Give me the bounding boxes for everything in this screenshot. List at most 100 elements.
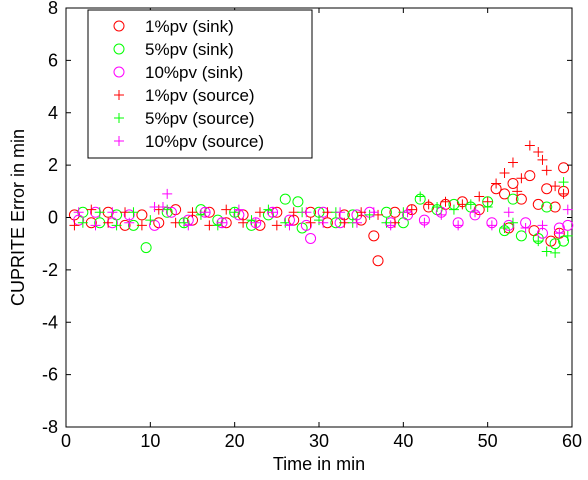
y-axis-label: CUPRITE Error in min bbox=[8, 129, 28, 306]
data-point bbox=[406, 204, 417, 215]
legend-item: 5%pv (sink) bbox=[113, 40, 234, 59]
data-point bbox=[238, 217, 249, 228]
legend-item: 10%pv (source) bbox=[114, 132, 264, 151]
data-point bbox=[279, 193, 291, 205]
data-point bbox=[507, 217, 518, 228]
data-point bbox=[537, 220, 548, 231]
data-point bbox=[499, 188, 511, 200]
data-point bbox=[292, 196, 304, 208]
data-point bbox=[233, 204, 244, 215]
series-5 bbox=[77, 177, 573, 258]
x-tick-label: 40 bbox=[393, 431, 413, 451]
x-axis-label: Time in min bbox=[273, 454, 365, 474]
data-point bbox=[491, 178, 502, 189]
data-point bbox=[541, 246, 552, 257]
data-point bbox=[507, 193, 519, 205]
legend-label: 1%pv (source) bbox=[145, 86, 255, 105]
data-point bbox=[145, 215, 156, 226]
axis-ticks: 0 10 20 30 40 50 60 -8 -6 -4 -2 0 2 4 6 8 bbox=[42, 0, 582, 451]
data-point bbox=[221, 204, 232, 215]
data-point bbox=[419, 217, 430, 228]
y-tick-label: 8 bbox=[48, 0, 58, 18]
data-point bbox=[157, 202, 168, 213]
y-tick-label: -4 bbox=[42, 312, 58, 332]
legend-label: 5%pv (source) bbox=[145, 109, 255, 128]
data-point bbox=[165, 206, 177, 218]
data-point bbox=[300, 219, 312, 231]
data-point bbox=[356, 207, 367, 218]
legend-marker bbox=[113, 66, 125, 78]
data-point bbox=[153, 204, 164, 215]
data-point bbox=[562, 230, 573, 241]
data-point bbox=[550, 181, 561, 192]
data-point bbox=[73, 207, 84, 218]
data-point bbox=[554, 228, 565, 239]
data-point bbox=[94, 207, 105, 218]
data-point bbox=[364, 209, 375, 220]
data-point bbox=[284, 220, 295, 231]
data-point bbox=[499, 222, 510, 233]
series-6 bbox=[73, 188, 573, 239]
data-point bbox=[515, 193, 527, 205]
data-point bbox=[136, 220, 147, 231]
data-points bbox=[68, 140, 574, 267]
data-point bbox=[558, 162, 570, 174]
data-point bbox=[389, 217, 400, 228]
data-point bbox=[128, 207, 139, 218]
data-point bbox=[368, 207, 379, 218]
legend-item: 1%pv (sink) bbox=[113, 17, 234, 36]
data-point bbox=[322, 207, 333, 218]
data-point bbox=[351, 217, 362, 228]
x-tick-label: 30 bbox=[309, 431, 329, 451]
data-point bbox=[162, 188, 173, 199]
data-point bbox=[549, 201, 561, 213]
x-tick-label: 50 bbox=[478, 431, 498, 451]
data-point bbox=[318, 217, 329, 228]
data-point bbox=[507, 177, 519, 189]
legend-box bbox=[87, 9, 313, 159]
data-point bbox=[217, 217, 228, 228]
data-point bbox=[541, 165, 552, 176]
data-point bbox=[267, 207, 278, 218]
data-point bbox=[69, 220, 80, 231]
data-point bbox=[86, 204, 97, 215]
data-point bbox=[77, 217, 88, 228]
data-point bbox=[162, 204, 173, 215]
data-point bbox=[149, 202, 160, 213]
y-tick-label: 6 bbox=[48, 50, 58, 70]
x-tick-label: 60 bbox=[562, 431, 582, 451]
data-point bbox=[423, 199, 434, 210]
data-point bbox=[111, 220, 122, 231]
data-point bbox=[562, 204, 573, 215]
data-point bbox=[465, 199, 476, 210]
legend-marker bbox=[114, 136, 124, 146]
data-point bbox=[541, 201, 553, 213]
data-point bbox=[187, 207, 198, 218]
data-point bbox=[457, 199, 468, 210]
legend-marker bbox=[114, 113, 124, 123]
legend-label: 5%pv (sink) bbox=[145, 40, 234, 59]
y-tick-label: -6 bbox=[42, 365, 58, 385]
data-point bbox=[381, 217, 392, 228]
data-point bbox=[562, 219, 574, 231]
x-tick-label: 20 bbox=[225, 431, 245, 451]
data-point bbox=[520, 222, 531, 233]
data-point bbox=[436, 209, 447, 220]
data-point bbox=[503, 219, 515, 231]
data-point bbox=[432, 202, 443, 213]
data-point bbox=[229, 207, 240, 218]
data-point bbox=[335, 207, 346, 218]
data-point bbox=[499, 167, 510, 178]
data-point bbox=[254, 207, 265, 218]
y-tick-label: -2 bbox=[42, 260, 58, 280]
data-point bbox=[170, 217, 181, 228]
data-point bbox=[372, 255, 384, 267]
data-point bbox=[263, 204, 274, 215]
data-point bbox=[541, 183, 553, 195]
data-point bbox=[280, 217, 291, 228]
data-point bbox=[516, 173, 527, 184]
data-point bbox=[380, 206, 392, 218]
data-point bbox=[402, 207, 413, 218]
legend-item: 10%pv (sink) bbox=[113, 63, 243, 82]
x-tick-label: 0 bbox=[61, 431, 71, 451]
